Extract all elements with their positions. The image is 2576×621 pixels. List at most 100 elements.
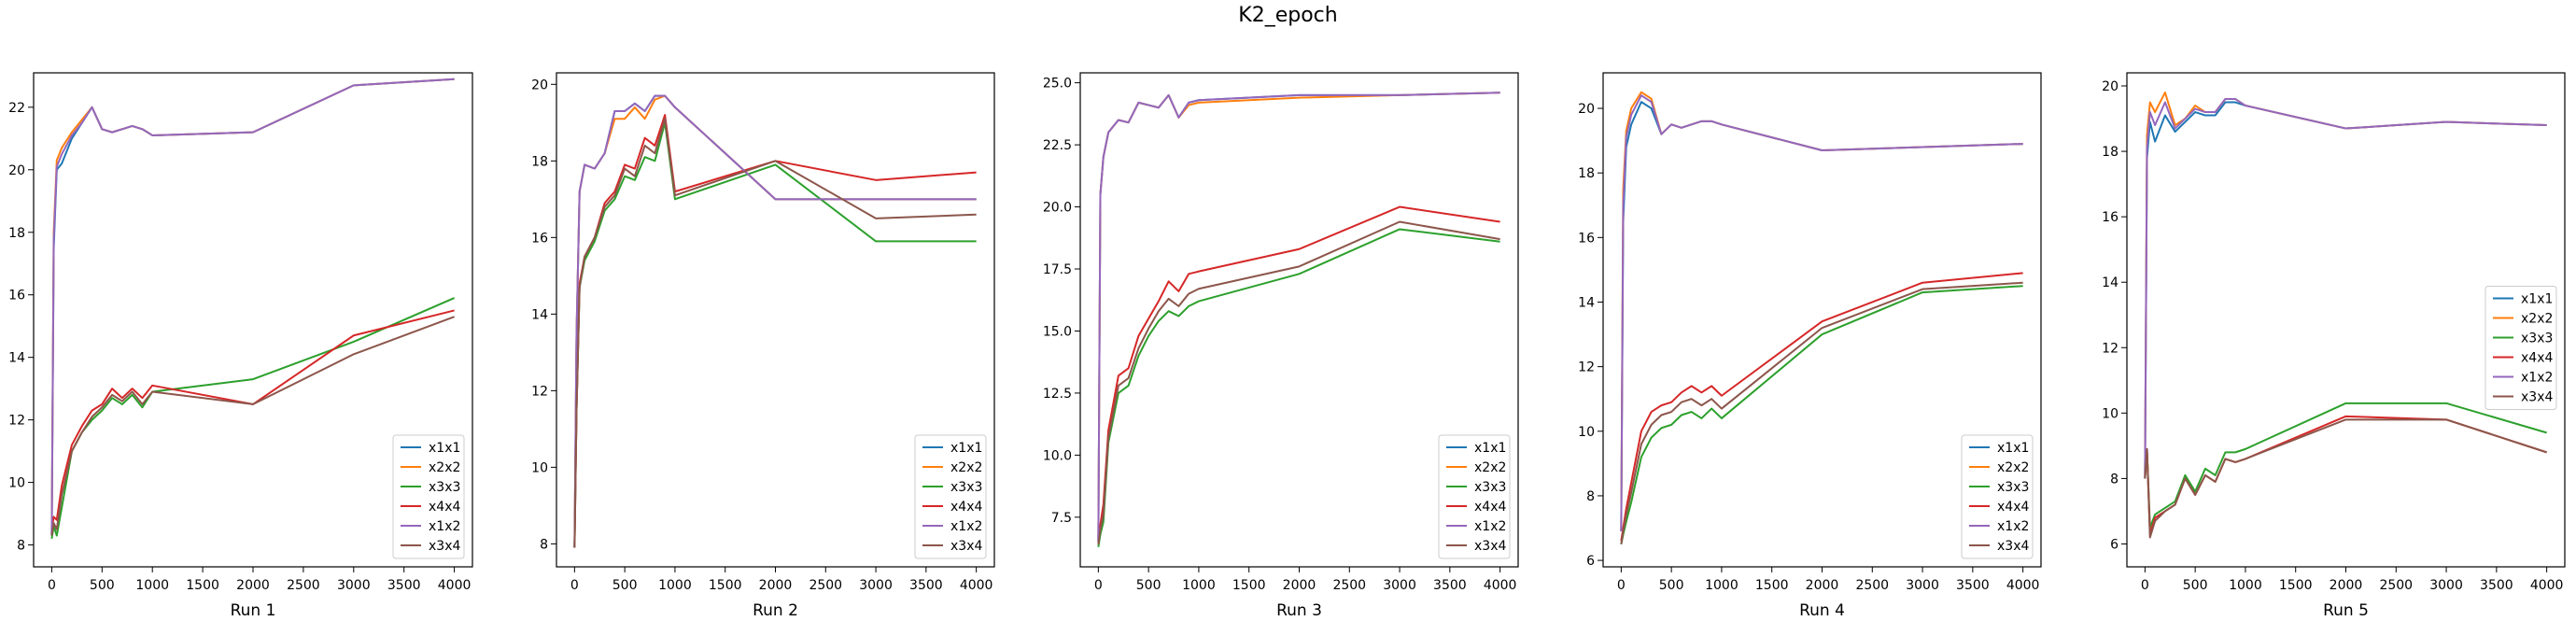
chart-panel-2: 0 500 1000 1500 2000 2500 3000 3500 4000 8 10 12 14 1… — [531, 72, 995, 620]
x-tick-label: 3500 — [2480, 578, 2513, 593]
y-tick-label: 16 — [531, 231, 548, 246]
chart-panel-1: 0 500 1000 1500 2000 2500 3000 3500 4000 8 10 12 14 1… — [8, 72, 473, 620]
y-tick-label: 12 — [8, 414, 25, 429]
series-lines — [2144, 92, 2547, 539]
series-line-x1x2 — [1097, 92, 1500, 543]
x-tick-label: 3000 — [859, 578, 893, 593]
x-tick-label: 500 — [2183, 578, 2208, 593]
legend-label-x3x4: x3x4 — [1474, 539, 1506, 554]
x-tick-label: 1500 — [2279, 578, 2313, 593]
series-line-x3x3 — [1620, 285, 2023, 545]
series-line-x1x2 — [573, 94, 977, 548]
x-tick-label: 4000 — [438, 578, 472, 593]
y-tick-label: 20 — [531, 78, 548, 92]
legend-label-x2x2: x2x2 — [950, 460, 982, 475]
legend-label-x1x2: x1x2 — [1474, 519, 1506, 534]
legend-label-x3x3: x3x3 — [950, 480, 982, 495]
x-axis-label: Run 2 — [753, 601, 798, 620]
figure-title: K2_epoch — [1238, 4, 1338, 27]
legend-label-x4x4: x4x4 — [429, 500, 460, 515]
series-line-x1x2 — [50, 78, 455, 536]
x-axis-label: Run 5 — [2323, 601, 2369, 620]
legend-label-x1x2: x1x2 — [950, 519, 982, 534]
x-tick-label: 2500 — [2379, 578, 2413, 593]
x-tick-label: 2000 — [236, 578, 270, 593]
legend-label-x1x1: x1x1 — [429, 441, 460, 456]
y-tick-label: 10 — [2102, 406, 2119, 421]
legend-label-x3x3: x3x3 — [1474, 480, 1506, 495]
x-tick-label: 2500 — [1855, 578, 1889, 593]
y-tick-label: 8 — [1586, 489, 1595, 504]
legend: x1x1 x2x2 x3x3 x4x4 x1x2 x3x4 — [2485, 286, 2557, 410]
y-tick-label: 20 — [8, 163, 25, 178]
y-tick-label: 8 — [2110, 472, 2119, 487]
legend-label-x3x3: x3x3 — [2521, 332, 2553, 346]
chart-panel-4: 0 500 1000 1500 2000 2500 3000 3500 4000 6 8 10 12 14… — [1578, 72, 2042, 620]
legend-label-x2x2: x2x2 — [2521, 312, 2553, 327]
x-axis-label: Run 4 — [1799, 601, 1845, 620]
x-tick-label: 1000 — [135, 578, 169, 593]
x-tick-label: 2500 — [809, 578, 842, 593]
legend-label-x1x2: x1x2 — [1997, 519, 2029, 534]
series-line-x4x4 — [50, 309, 455, 529]
y-tick-label: 22.5 — [1043, 138, 1072, 153]
series-line-x3x3 — [50, 297, 455, 540]
x-tick-label: 500 — [1136, 578, 1161, 593]
x-tick-label: 1500 — [1755, 578, 1789, 593]
y-tick-label: 12.5 — [1043, 387, 1072, 402]
x-tick-label: 2000 — [759, 578, 793, 593]
x-tick-label: 500 — [612, 578, 638, 593]
x-tick-label: 3500 — [387, 578, 421, 593]
legend-label-x1x1: x1x1 — [1997, 441, 2029, 456]
legend-label-x3x3: x3x3 — [1997, 480, 2029, 495]
x-axis-label: Run 1 — [231, 601, 276, 620]
x-tick-label: 2000 — [1806, 578, 1839, 593]
x-tick-label: 3500 — [1956, 578, 1990, 593]
y-tick-label: 18 — [8, 226, 25, 241]
series-line-x3x4 — [2144, 418, 2547, 539]
y-tick-label: 12 — [531, 384, 548, 399]
y-tick-label: 7.5 — [1051, 511, 1072, 526]
legend-label-x1x1: x1x1 — [950, 441, 982, 456]
series-lines — [573, 94, 977, 548]
x-tick-label: 1500 — [186, 578, 219, 593]
legend-label-x3x3: x3x3 — [429, 480, 460, 495]
series-lines — [1097, 92, 1500, 547]
y-tick-label: 10.0 — [1043, 448, 1072, 463]
legend-label-x1x1: x1x1 — [2521, 292, 2553, 307]
y-tick-label: 20 — [2102, 79, 2119, 94]
y-tick-label: 10 — [1578, 425, 1595, 440]
y-tick-label: 17.5 — [1043, 262, 1072, 277]
x-tick-label: 1500 — [1232, 578, 1266, 593]
series-line-x4x4 — [1620, 272, 2023, 542]
y-tick-label: 14 — [8, 351, 25, 366]
x-axis-label: Run 3 — [1276, 601, 1322, 620]
x-tick-label: 1500 — [709, 578, 742, 593]
series-line-x1x2 — [1620, 94, 2023, 531]
y-tick-label: 6 — [1586, 554, 1595, 569]
legend-label-x2x2: x2x2 — [1474, 460, 1506, 475]
x-tick-label: 500 — [90, 578, 115, 593]
series-line-x1x2 — [2144, 98, 2547, 479]
y-tick-label: 10 — [531, 460, 548, 475]
chart-panel-5: 0 500 1000 1500 2000 2500 3000 3500 4000 6 8 10 12 14… — [2102, 72, 2566, 620]
y-tick-label: 8 — [17, 539, 25, 554]
y-tick-label: 14 — [1578, 295, 1595, 310]
x-tick-label: 4000 — [960, 578, 993, 593]
x-tick-label: 500 — [1659, 578, 1684, 593]
legend-label-x3x4: x3x4 — [2521, 390, 2553, 405]
x-tick-label: 3500 — [1433, 578, 1467, 593]
y-tick-label: 16 — [8, 289, 25, 303]
legend: x1x1 x2x2 x3x3 x4x4 x1x2 x3x4 — [392, 434, 465, 559]
series-line-x3x4 — [1620, 281, 2023, 544]
y-tick-label: 18 — [2102, 145, 2119, 160]
y-tick-label: 16 — [1578, 231, 1595, 246]
y-tick-label: 10 — [8, 476, 25, 491]
legend-label-x4x4: x4x4 — [1997, 500, 2029, 515]
x-tick-label: 2500 — [287, 578, 320, 593]
legend-label-x4x4: x4x4 — [2521, 351, 2553, 366]
y-tick-label: 15.0 — [1043, 324, 1072, 339]
x-tick-label: 0 — [1617, 578, 1626, 593]
